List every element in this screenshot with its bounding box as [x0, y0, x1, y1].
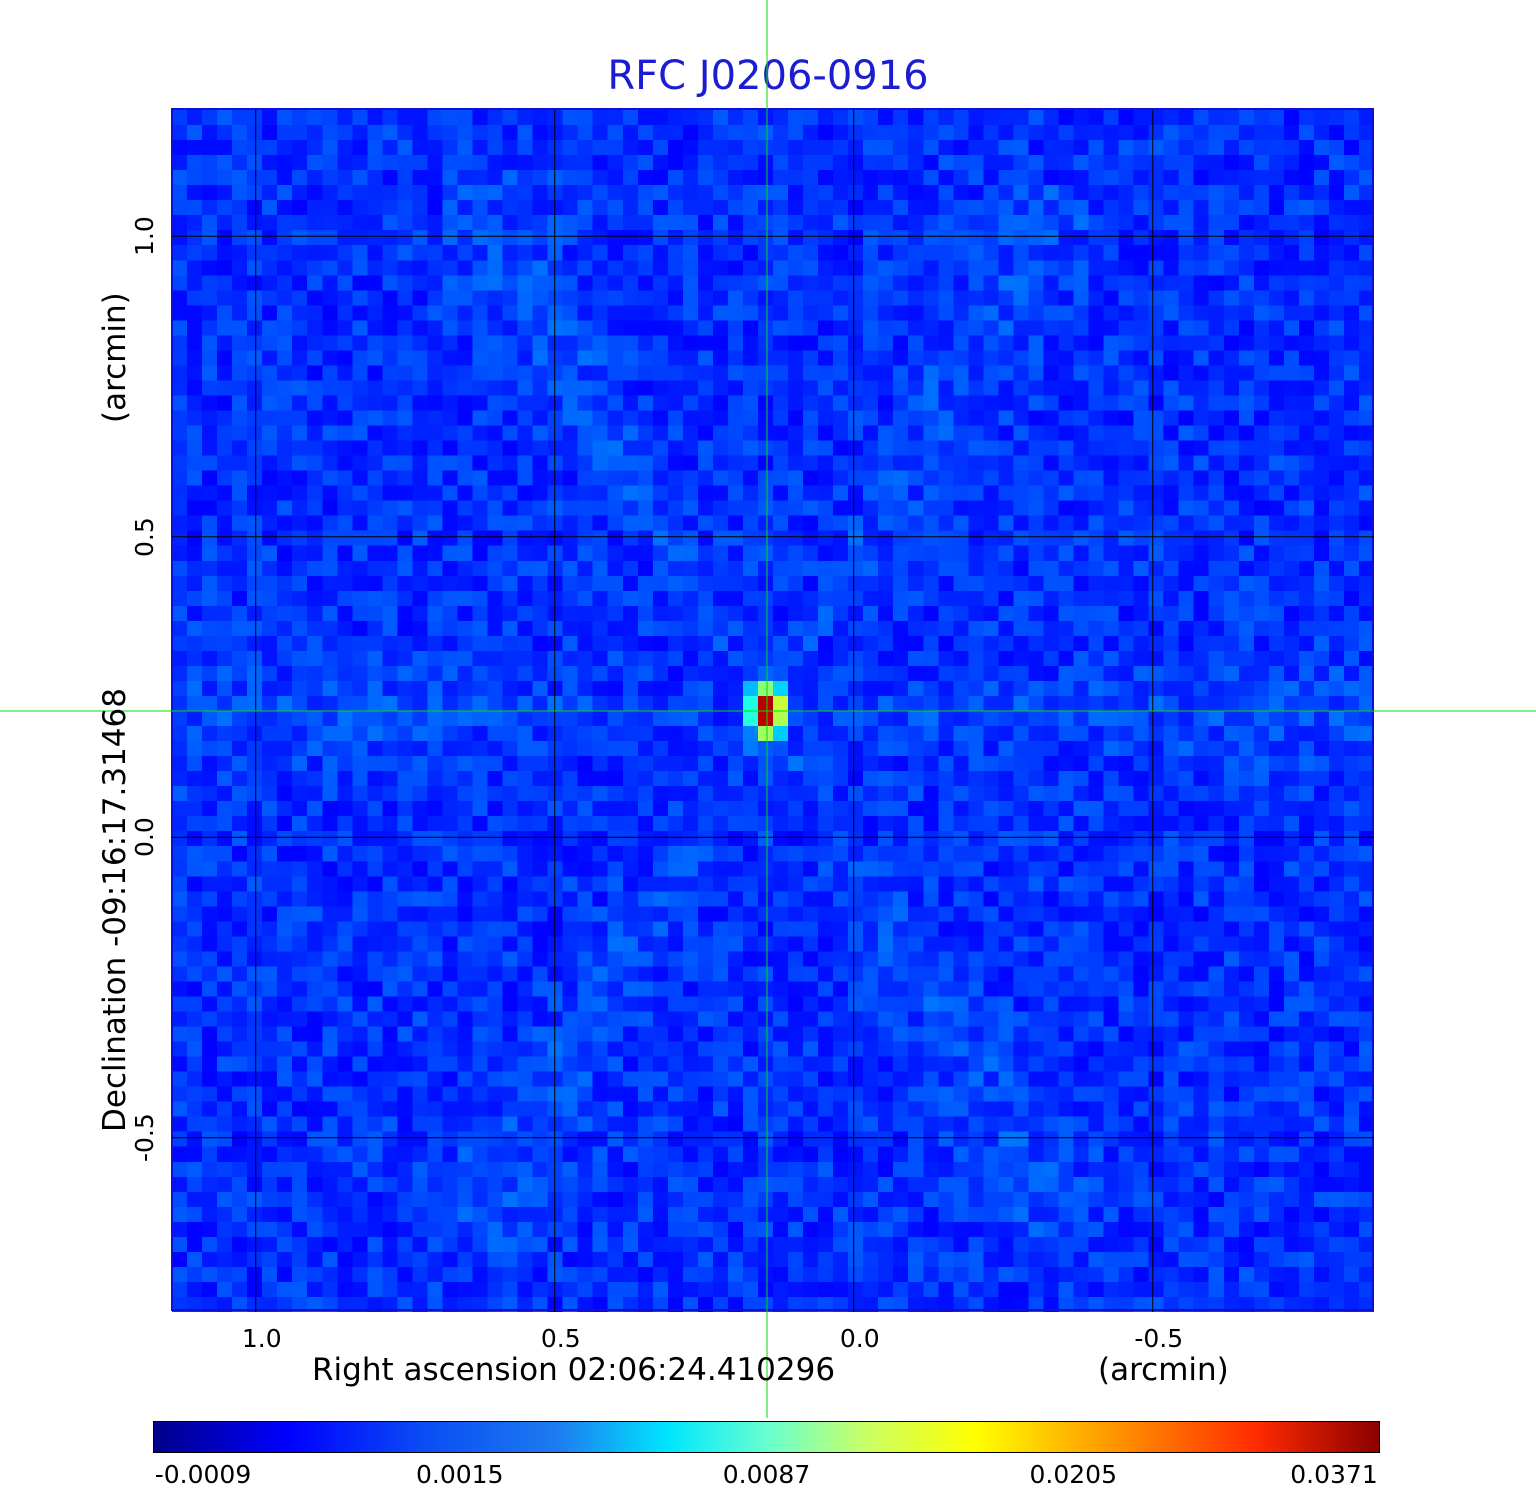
x-axis-unit: (arcmin) — [1098, 1352, 1229, 1388]
x-tick-label: 0.5 — [540, 1324, 581, 1353]
chart-title: RFC J0206-0916 — [607, 53, 929, 99]
y-axis-label: Declination -09:16:17.31468 — [97, 688, 133, 1132]
x-tick-label: 0.0 — [839, 1324, 880, 1353]
colorbar-tick-label: 0.0205 — [1029, 1460, 1117, 1489]
y-tick-label: 0.0 — [130, 817, 159, 858]
x-tick-label: -0.5 — [1134, 1324, 1184, 1353]
y-tick-label: 0.5 — [130, 516, 159, 557]
y-tick-label: 1.0 — [130, 216, 159, 257]
colorbar-tick-label: 0.0015 — [416, 1460, 504, 1489]
colorbar — [153, 1421, 1380, 1453]
colorbar-tick-label: -0.0009 — [154, 1460, 252, 1489]
x-tick-label: 1.0 — [241, 1324, 282, 1353]
y-tick-label: -0.5 — [130, 1113, 159, 1163]
colorbar-tick-label: 0.0087 — [722, 1460, 811, 1489]
x-axis-label: Right ascension 02:06:24.410296 — [312, 1352, 836, 1388]
colorbar-tick-label: 0.0371 — [1290, 1460, 1378, 1489]
y-axis-unit: (arcmin) — [97, 292, 133, 423]
